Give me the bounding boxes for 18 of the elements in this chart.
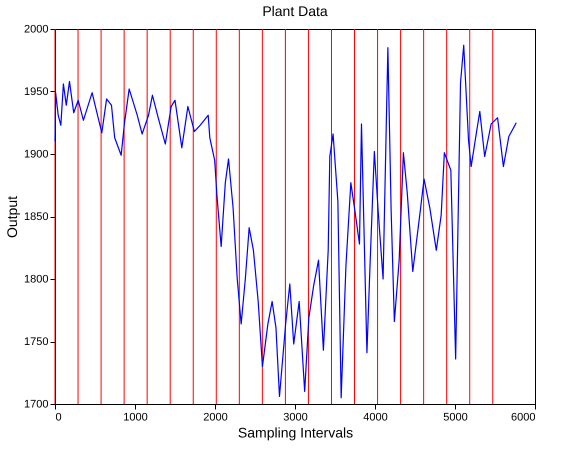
y-tick-label: 1850: [24, 211, 48, 223]
y-tick-label: 2000: [24, 24, 48, 36]
line-series: [54, 44, 517, 398]
x-axis-title: Sampling Intervals: [238, 424, 354, 440]
y-axis-title: Output: [4, 196, 20, 238]
y-tick-label: 1800: [24, 274, 48, 286]
y-tick-label: 1950: [24, 86, 48, 98]
x-tick-label: 2000: [203, 412, 228, 424]
x-tick-label: 6000: [511, 412, 536, 424]
x-tick-label: 5000: [443, 412, 468, 424]
x-tick-label: 3000: [283, 412, 308, 424]
y-tick-label: 1750: [24, 336, 48, 348]
x-tick-label: 1000: [123, 412, 148, 424]
chart-title: Plant Data: [262, 3, 328, 19]
y-tick-label: 1700: [24, 398, 48, 410]
y-tick-label: 1900: [24, 148, 48, 160]
x-tick-label: 0: [56, 412, 62, 424]
x-tick-label: 4000: [363, 412, 388, 424]
